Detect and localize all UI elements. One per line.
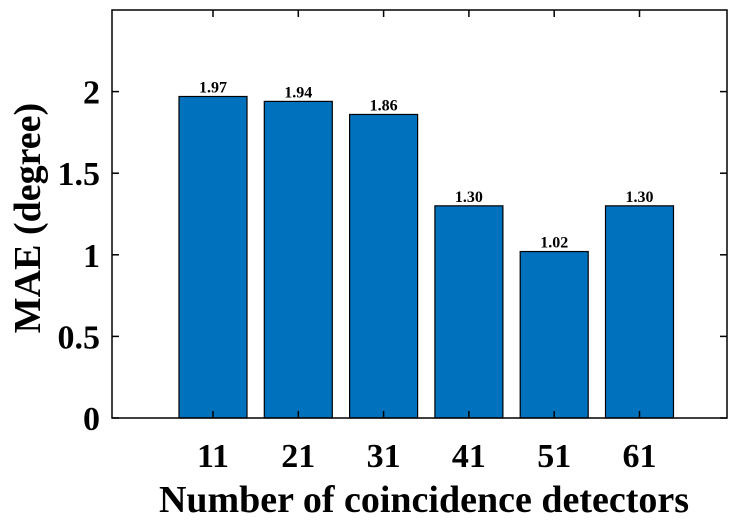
- x-axis-title: Number of coincidence detectors: [159, 479, 689, 521]
- plot-frame: [111, 9, 728, 419]
- y-tick-label: 0.5: [58, 319, 101, 356]
- data-label-41: 1.30: [455, 189, 483, 206]
- x-tick-label: 31: [367, 438, 401, 475]
- data-label-51: 1.02: [540, 235, 568, 252]
- x-tick-label: 41: [452, 438, 486, 475]
- x-tick-label: 61: [623, 438, 657, 475]
- x-tick-label: 11: [197, 438, 229, 475]
- y-ticks-group: 0 0.5 1 1.5 2: [58, 75, 727, 438]
- y-tick-label: 1: [83, 238, 100, 275]
- axes-group: [111, 9, 728, 419]
- x-ticks-group: 11 21 31 41 51 61: [197, 10, 657, 475]
- y-axis-title: MAE (degree): [7, 103, 49, 333]
- bar-21: [263, 100, 333, 419]
- data-label-31: 1.86: [370, 97, 398, 114]
- bar-41: [434, 205, 504, 419]
- bar-51: [519, 250, 589, 419]
- bar-11: [178, 95, 248, 419]
- value-labels-group: 1.97 1.94 1.86 1.30 1.02 1.30: [199, 79, 654, 251]
- y-tick-label: 0: [83, 401, 100, 438]
- bar-61: [604, 205, 675, 419]
- bars-group: [178, 95, 675, 419]
- x-tick-label: 21: [281, 438, 315, 475]
- bar-31: [349, 113, 419, 419]
- y-tick-label: 1.5: [58, 156, 101, 193]
- x-tick-label: 51: [537, 438, 571, 475]
- y-tick-label: 2: [83, 75, 100, 112]
- data-label-21: 1.94: [284, 84, 312, 101]
- data-label-61: 1.30: [626, 189, 654, 206]
- data-label-11: 1.97: [199, 79, 227, 96]
